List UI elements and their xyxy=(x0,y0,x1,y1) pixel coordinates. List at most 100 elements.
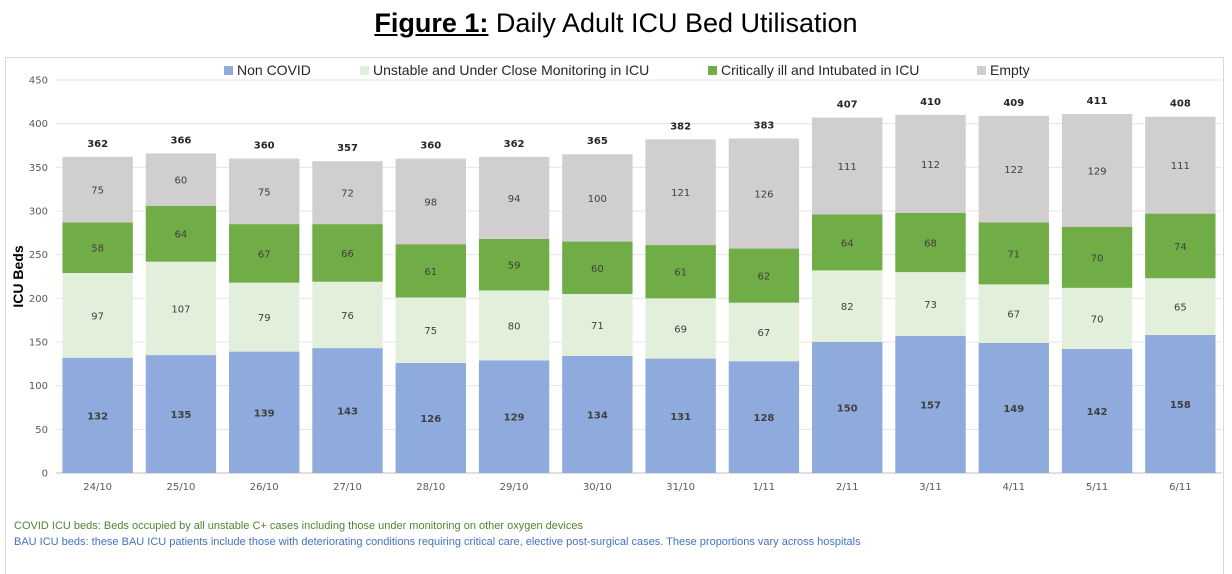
total-label: 382 xyxy=(670,121,691,132)
total-label: 362 xyxy=(504,139,525,150)
bar-segment xyxy=(395,297,466,363)
bar-segment xyxy=(728,302,800,362)
bar-segment xyxy=(395,244,466,298)
y-tick-label: 50 xyxy=(35,425,48,436)
total-label: 366 xyxy=(170,135,191,146)
bar-segment xyxy=(728,248,800,303)
bar-segment xyxy=(562,355,633,473)
data-label: 135 xyxy=(170,410,191,421)
data-label: 75 xyxy=(424,326,437,337)
x-tick-label: 27/10 xyxy=(333,482,362,493)
x-tick-label: 6/11 xyxy=(1169,482,1191,493)
data-label: 59 xyxy=(508,261,521,272)
total-label: 360 xyxy=(254,141,275,152)
data-label: 69 xyxy=(674,324,687,335)
bar-segment xyxy=(645,139,716,246)
data-label: 64 xyxy=(175,230,188,241)
data-label: 112 xyxy=(921,160,940,171)
y-tick-label: 450 xyxy=(29,76,48,87)
bar-segment xyxy=(395,362,466,473)
bar-segment xyxy=(645,358,716,473)
data-label: 126 xyxy=(420,414,441,425)
bar-segment xyxy=(1061,114,1133,227)
x-tick-label: 24/10 xyxy=(83,482,112,493)
bar-segment xyxy=(1145,213,1216,279)
legend-label: Non COVID xyxy=(237,62,311,78)
bar-segment xyxy=(978,342,1049,473)
data-label: 129 xyxy=(504,413,525,424)
x-tick-label: 28/10 xyxy=(416,482,445,493)
data-label: 65 xyxy=(1174,303,1187,314)
bar-segment xyxy=(812,270,883,342)
data-label: 131 xyxy=(670,412,691,423)
total-label: 383 xyxy=(753,121,774,132)
bar-segment xyxy=(229,158,300,225)
bar-segment xyxy=(895,272,966,336)
covid-note: COVID ICU beds: Beds occupied by all uns… xyxy=(14,520,583,532)
total-label: 408 xyxy=(1170,99,1191,110)
data-label: 60 xyxy=(591,264,604,275)
bar-segment xyxy=(229,224,300,283)
data-label: 70 xyxy=(1091,314,1104,325)
bar-segment xyxy=(1145,116,1216,214)
total-label: 357 xyxy=(337,143,358,154)
bar-segment xyxy=(145,261,217,356)
data-label: 149 xyxy=(1003,404,1024,415)
total-label: 411 xyxy=(1087,96,1108,107)
data-label: 80 xyxy=(508,321,521,332)
data-label: 61 xyxy=(424,267,437,278)
bar-segment xyxy=(812,117,883,215)
data-label: 82 xyxy=(841,302,854,313)
bar-segment xyxy=(312,281,383,349)
data-label: 139 xyxy=(254,408,275,419)
figure-title-lead: Figure 1: xyxy=(374,8,489,38)
bar-segment xyxy=(62,156,133,223)
data-label: 64 xyxy=(841,238,854,249)
bar-segment xyxy=(978,222,1049,285)
data-label: 67 xyxy=(1007,310,1020,321)
data-label: 111 xyxy=(838,162,857,173)
total-label: 407 xyxy=(837,100,858,111)
legend-swatch xyxy=(977,66,986,75)
figure-title-rest: Daily Adult ICU Bed Utilisation xyxy=(488,8,858,38)
data-label: 62 xyxy=(758,272,771,283)
y-tick-label: 300 xyxy=(29,207,48,218)
bar-segment xyxy=(1145,335,1216,473)
bar-segment xyxy=(728,138,800,249)
legend-label: Critically ill and Intubated in ICU xyxy=(721,62,919,78)
x-tick-label: 25/10 xyxy=(167,482,196,493)
bar-segment xyxy=(312,161,383,225)
x-tick-label: 29/10 xyxy=(500,482,529,493)
legend-label: Empty xyxy=(990,62,1030,78)
data-label: 126 xyxy=(754,190,773,201)
bar-segment xyxy=(812,342,883,473)
bar-segment xyxy=(645,298,716,359)
figure-title: Figure 1: Daily Adult ICU Bed Utilisatio… xyxy=(0,8,1232,39)
x-tick-label: 4/11 xyxy=(1003,482,1025,493)
bar-segment xyxy=(562,293,633,356)
bar-segment xyxy=(1061,348,1133,473)
data-label: 121 xyxy=(671,188,690,199)
legend-swatch xyxy=(224,66,233,75)
data-label: 111 xyxy=(1171,161,1190,172)
y-tick-label: 0 xyxy=(42,469,48,480)
data-label: 142 xyxy=(1087,407,1108,418)
bau-note: BAU ICU beds: these BAU ICU patients inc… xyxy=(14,536,861,548)
data-label: 107 xyxy=(171,304,190,315)
data-label: 79 xyxy=(258,313,271,324)
data-label: 68 xyxy=(924,238,937,249)
legend-swatch xyxy=(360,66,369,75)
data-label: 66 xyxy=(341,249,354,260)
bar-segment xyxy=(145,205,217,262)
y-tick-label: 350 xyxy=(29,163,48,174)
bar-segment xyxy=(895,114,966,213)
total-label: 410 xyxy=(920,97,941,108)
data-label: 60 xyxy=(175,176,188,187)
bar-segment xyxy=(395,158,466,245)
bar-segment xyxy=(645,245,716,299)
data-label: 58 xyxy=(91,244,104,255)
bar-segment xyxy=(478,290,550,361)
bar-segment xyxy=(145,153,217,206)
data-label: 143 xyxy=(337,407,358,418)
legend-label: Unstable and Under Close Monitoring in I… xyxy=(373,62,649,78)
